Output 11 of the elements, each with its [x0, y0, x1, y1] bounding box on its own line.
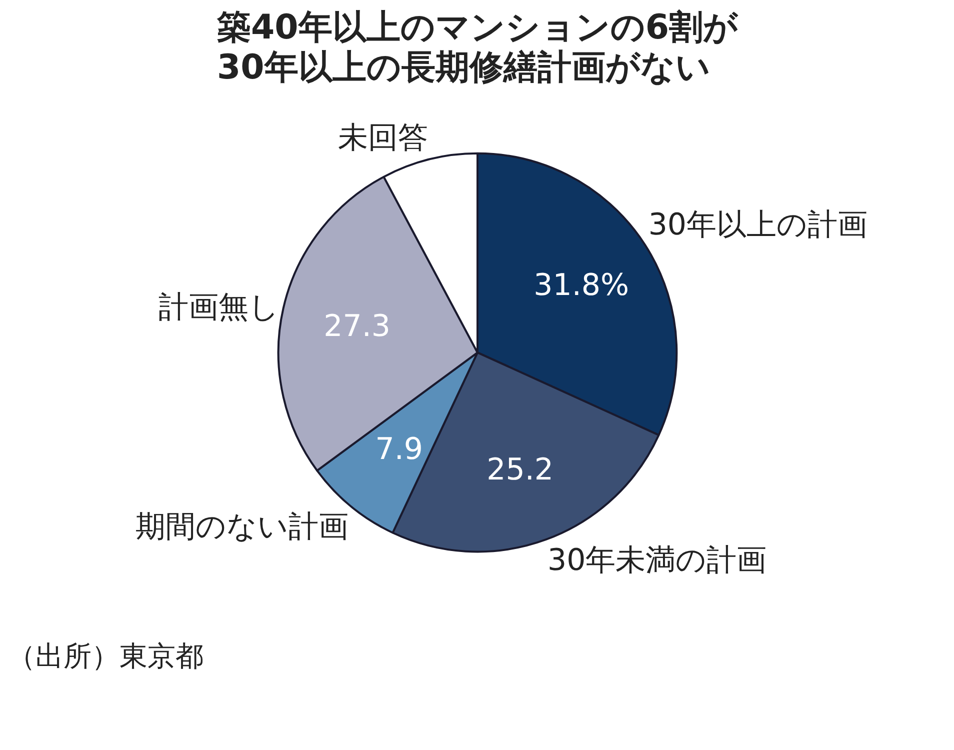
data-label: 7.9 — [375, 432, 423, 467]
text: （出所）東京都 — [8, 640, 204, 672]
slice-label: 期間のない計画 — [136, 509, 349, 544]
chart-title: 築40年以上のマンションの6割が 30年以上の長期修繕計画がない — [216, 8, 739, 88]
slice-label: 計画無し — [158, 290, 280, 326]
data-label: 27.3 — [324, 309, 390, 344]
slice-label: 30年未満の計画 — [548, 543, 767, 578]
slice-label: 未回答 — [338, 120, 428, 156]
data-label: 31.8% — [534, 268, 629, 304]
slice-label: 30年以上の計画 — [648, 208, 868, 243]
data-label: 25.2 — [486, 452, 554, 488]
